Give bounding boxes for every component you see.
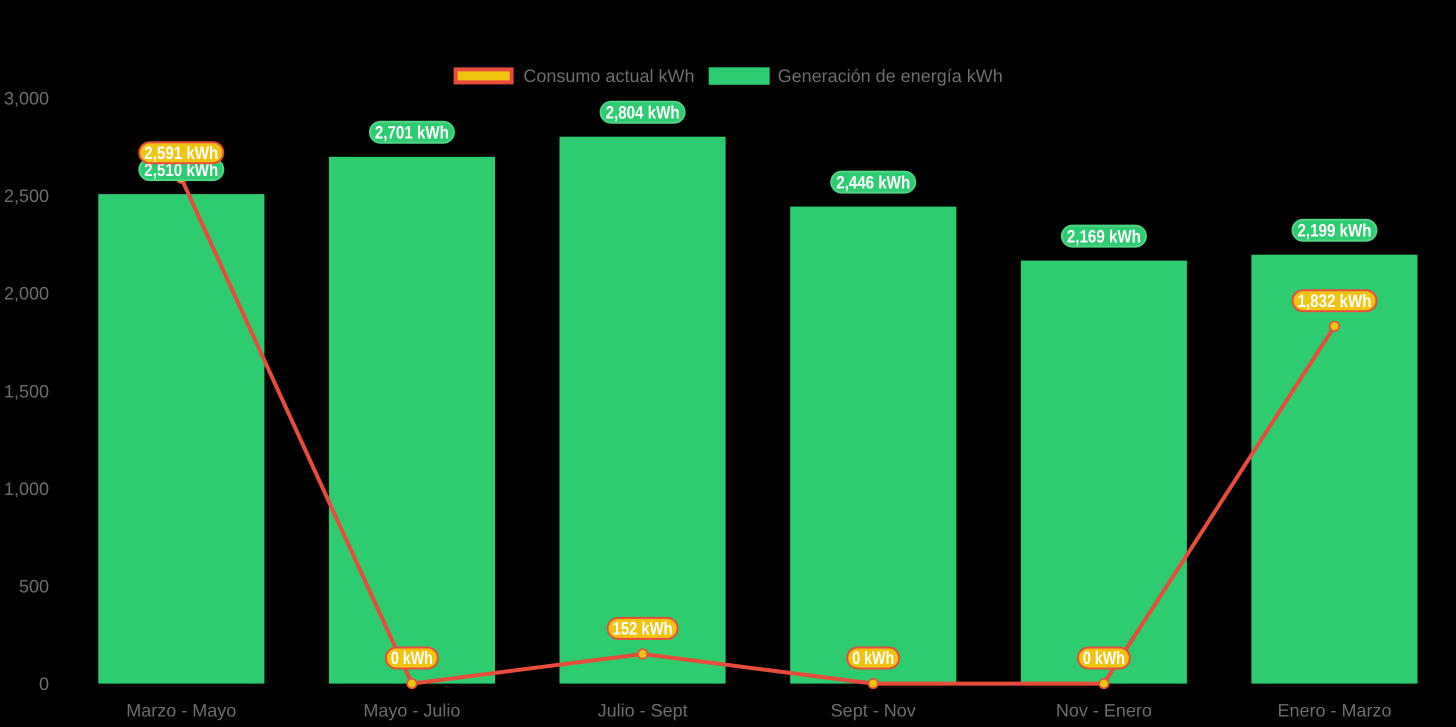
svg-text:2,591 kWh: 2,591 kWh xyxy=(144,143,218,163)
svg-text:3,000: 3,000 xyxy=(4,89,49,109)
svg-text:2,701 kWh: 2,701 kWh xyxy=(375,123,449,143)
svg-text:2,199 kWh: 2,199 kWh xyxy=(1298,220,1372,240)
svg-text:Nov - Enero: Nov - Enero xyxy=(1056,700,1152,720)
svg-text:2,510 kWh: 2,510 kWh xyxy=(144,160,218,180)
svg-text:0: 0 xyxy=(39,674,49,694)
svg-text:2,169 kWh: 2,169 kWh xyxy=(1067,226,1141,246)
svg-text:Enero - Marzo: Enero - Marzo xyxy=(1277,700,1391,720)
svg-text:Generación de energía kWh: Generación de energía kWh xyxy=(778,66,1003,86)
svg-text:Mayo - Julio: Mayo - Julio xyxy=(363,700,460,720)
svg-text:500: 500 xyxy=(19,576,49,596)
svg-text:2,500: 2,500 xyxy=(4,186,49,206)
svg-text:1,000: 1,000 xyxy=(4,479,49,499)
svg-text:152 kWh: 152 kWh xyxy=(613,619,673,639)
svg-text:Julio - Sept: Julio - Sept xyxy=(598,700,688,720)
svg-text:1,500: 1,500 xyxy=(4,381,49,401)
svg-text:Consumo actual kWh: Consumo actual kWh xyxy=(523,66,694,86)
svg-text:2,446 kWh: 2,446 kWh xyxy=(836,172,910,192)
svg-text:2,804 kWh: 2,804 kWh xyxy=(606,102,680,122)
svg-text:Marzo - Mayo: Marzo - Mayo xyxy=(126,700,236,720)
svg-text:0 kWh: 0 kWh xyxy=(391,648,433,668)
svg-text:2,000: 2,000 xyxy=(4,284,49,304)
svg-text:0 kWh: 0 kWh xyxy=(852,648,894,668)
svg-text:Sept - Nov: Sept - Nov xyxy=(831,700,916,720)
svg-text:1,832 kWh: 1,832 kWh xyxy=(1298,291,1372,311)
svg-text:0 kWh: 0 kWh xyxy=(1083,648,1125,668)
